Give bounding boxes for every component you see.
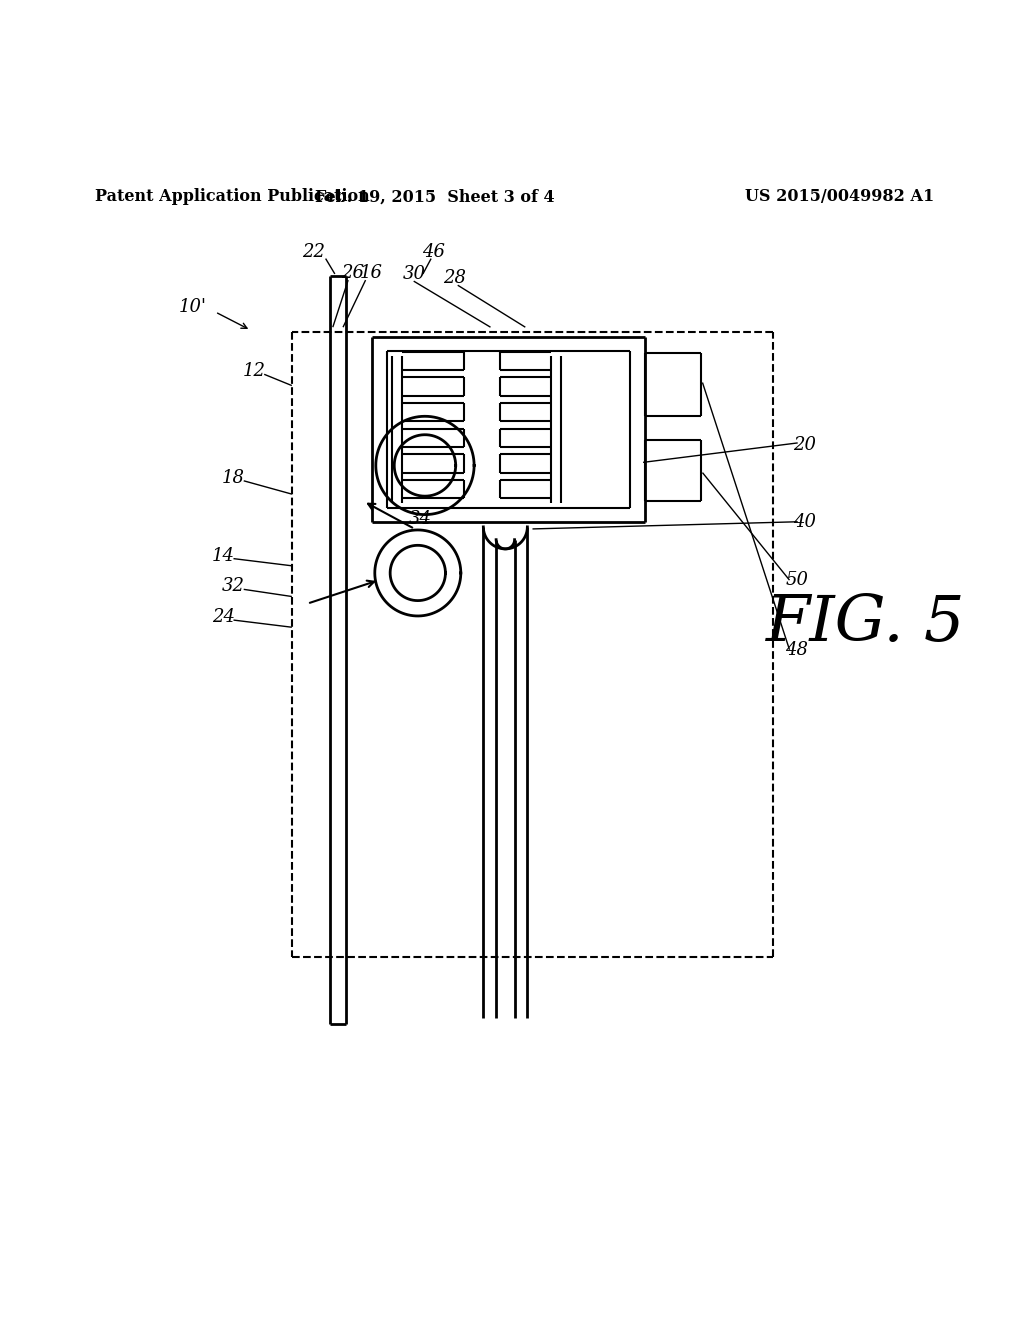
Text: 24: 24	[212, 609, 234, 626]
Text: 26: 26	[341, 264, 364, 282]
Text: 18: 18	[222, 469, 245, 487]
Text: FIG. 5: FIG. 5	[766, 594, 965, 655]
Text: 12: 12	[243, 362, 265, 380]
Text: 16: 16	[360, 264, 383, 282]
Text: 48: 48	[785, 640, 808, 659]
Text: 32: 32	[222, 577, 245, 595]
Text: 34: 34	[409, 510, 431, 528]
Text: 22: 22	[302, 243, 325, 261]
Text: 30: 30	[403, 265, 426, 282]
Text: US 2015/0049982 A1: US 2015/0049982 A1	[745, 189, 934, 205]
Text: 28: 28	[443, 269, 466, 286]
Text: 10': 10'	[178, 298, 207, 315]
Text: Feb. 19, 2015  Sheet 3 of 4: Feb. 19, 2015 Sheet 3 of 4	[315, 189, 555, 205]
Text: 50: 50	[785, 572, 808, 589]
Text: 46: 46	[422, 243, 444, 261]
Text: 20: 20	[794, 436, 816, 454]
Text: Patent Application Publication: Patent Application Publication	[95, 189, 370, 205]
Text: 14: 14	[212, 546, 234, 565]
Text: 40: 40	[794, 512, 816, 531]
